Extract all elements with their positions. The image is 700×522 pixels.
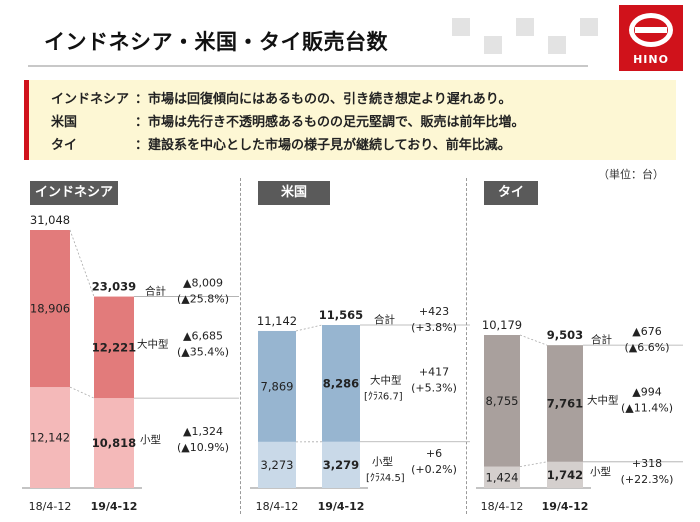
bar-segment-large: [547, 345, 583, 462]
decor-square: [580, 18, 598, 36]
connector-line-prev-small: [69, 386, 95, 399]
category-label: 18/4-12: [29, 500, 72, 513]
series-name-label: 合計: [145, 285, 166, 298]
bar-segment-large: [30, 230, 70, 388]
series-name-label: 小型: [590, 465, 611, 478]
panel-divider: [466, 178, 467, 514]
change-percent-label: (▲25.8%): [177, 293, 229, 306]
large-value-label: 8,286: [323, 376, 359, 390]
series-sublabel: [ｸﾗｽ6.7]: [364, 390, 403, 402]
unit-label: （単位：台）: [598, 168, 664, 181]
change-percent-label: (▲6.6%): [625, 341, 670, 354]
change-percent-label: (▲35.4%): [177, 345, 229, 358]
change-amount-label: ▲1,324: [183, 425, 223, 438]
total-label: 10,179: [482, 318, 522, 332]
small-value-label: 3,279: [323, 458, 359, 472]
series-name-label: 大中型: [587, 393, 619, 406]
change-amount-label: ▲8,009: [183, 277, 223, 290]
category-label: 19/4-12: [91, 500, 138, 513]
series-name-label: 大中型: [370, 373, 402, 386]
summary-country: タイ: [51, 138, 78, 153]
bar-segment-large: [258, 330, 296, 442]
bar-segment-small: [30, 387, 70, 488]
connector-line-prev-total: [519, 334, 548, 346]
bar-segment-large: [322, 325, 360, 442]
category-label: 18/4-12: [481, 500, 524, 513]
logo-ring-icon: [629, 13, 673, 47]
total-label: 11,565: [319, 308, 363, 322]
series-name-label: 大中型: [137, 337, 169, 350]
summary-country: インドネシア: [51, 92, 130, 107]
change-percent-label: (+0.2%): [411, 463, 457, 476]
series-name-label: 合計: [591, 333, 612, 346]
logo-text: HINO: [633, 53, 669, 66]
small-value-label: 12,142: [30, 431, 70, 445]
bar-segment-small: [547, 461, 583, 488]
change-amount-label: +417: [419, 365, 449, 378]
connector-line-prev-small: [519, 461, 548, 467]
change-amount-label: +6: [426, 447, 442, 460]
change-amount-label: +423: [419, 305, 449, 318]
small-value-label: 1,742: [547, 468, 583, 482]
change-amount-label: ▲6,685: [183, 329, 223, 342]
bar-segment-large: [94, 296, 134, 399]
summary-country: 米国: [51, 115, 78, 130]
title-underline: [28, 65, 588, 67]
hino-logo: HINO: [619, 5, 683, 71]
summary-row: 米国 ：市場は先行き不透明感あるものの足元堅調で、販売は前年比増。: [51, 111, 524, 130]
total-label: 23,039: [92, 280, 136, 294]
small-value-label: 3,273: [261, 458, 294, 472]
series-sublabel: [ｸﾗｽ4.5]: [366, 472, 405, 484]
connector-line-prev-total: [295, 324, 323, 332]
summary-text: ：市場は先行き不透明感あるものの足元堅調で、販売は前年比増。: [135, 115, 525, 130]
header-indonesia: インドネシア: [30, 181, 118, 205]
large-value-label: 7,761: [547, 396, 583, 410]
total-label: 31,048: [30, 213, 70, 227]
panel-divider: [240, 178, 241, 514]
page-title: インドネシア・米国・タイ販売台数: [44, 30, 388, 54]
change-amount-label: +318: [632, 457, 662, 470]
decor-square: [516, 18, 534, 36]
change-percent-label: (+3.8%): [411, 321, 457, 334]
connector-line-prev-total: [69, 229, 95, 297]
total-label: 11,142: [257, 314, 297, 328]
change-percent-label: (+5.3%): [411, 381, 457, 394]
change-percent-label: (▲11.4%): [621, 401, 673, 414]
category-label: 19/4-12: [542, 500, 589, 513]
series-name-label: 合計: [374, 313, 395, 326]
decor-square: [452, 18, 470, 36]
header-thai: タイ: [484, 181, 538, 205]
logo-bar-icon: [635, 27, 667, 33]
bar-segment-small: [322, 441, 360, 488]
category-label: 19/4-12: [318, 500, 365, 513]
summary-text: ：市場は回復傾向にはあるものの、引き続き想定より遅れあり。: [135, 92, 512, 107]
change-percent-label: (▲10.9%): [177, 441, 229, 454]
large-value-label: 18,906: [30, 302, 70, 316]
header-us: 米国: [258, 181, 330, 205]
series-name-label: 小型: [140, 433, 161, 446]
change-amount-label: ▲676: [632, 325, 661, 338]
small-value-label: 10,818: [92, 436, 136, 450]
large-value-label: 8,755: [486, 394, 519, 408]
change-amount-label: ▲994: [632, 385, 661, 398]
large-value-label: 12,221: [92, 340, 136, 354]
summary-row: インドネシア ：市場は回復傾向にはあるものの、引き続き想定より遅れあり。: [51, 88, 511, 107]
decor-square: [484, 36, 502, 54]
bar-segment-large: [484, 335, 520, 467]
category-label: 18/4-12: [256, 500, 299, 513]
large-value-label: 7,869: [261, 379, 294, 393]
summary-row: タイ ：建設系を中心とした市場の様子見が継続しており、前年比減。: [51, 134, 511, 153]
decor-square: [548, 36, 566, 54]
series-name-label: 小型: [372, 455, 393, 468]
bar-segment-small: [258, 441, 296, 488]
small-value-label: 1,424: [486, 470, 519, 484]
bar-segment-small: [484, 466, 520, 488]
bar-segment-small: [94, 398, 134, 488]
total-label: 9,503: [547, 328, 583, 342]
change-percent-label: (+22.3%): [621, 473, 674, 486]
summary-box: インドネシア ：市場は回復傾向にはあるものの、引き続き想定より遅れあり。 米国 ：市…: [24, 80, 676, 160]
summary-text: ：建設系を中心とした市場の様子見が継続しており、前年比減。: [135, 138, 511, 153]
